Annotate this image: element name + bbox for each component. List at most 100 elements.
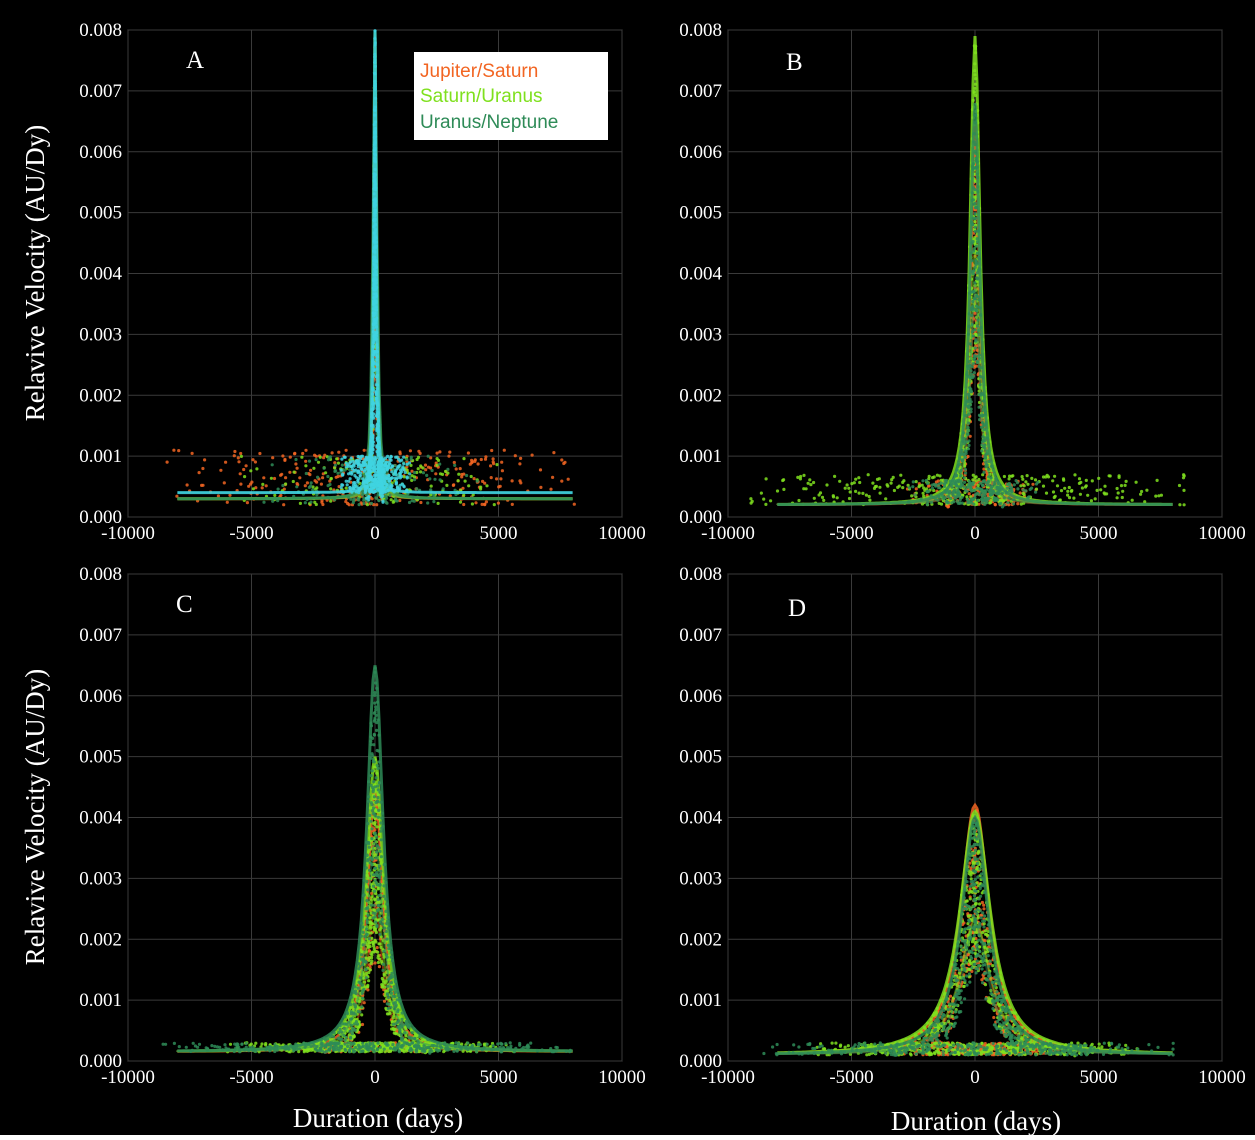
data-point bbox=[371, 408, 374, 411]
data-point bbox=[915, 487, 918, 490]
data-point bbox=[976, 176, 979, 179]
data-point bbox=[1013, 483, 1016, 486]
data-point bbox=[511, 503, 514, 506]
data-point bbox=[465, 474, 468, 477]
data-point bbox=[374, 138, 377, 141]
data-point bbox=[233, 450, 236, 453]
data-point bbox=[359, 474, 362, 477]
data-point bbox=[1117, 491, 1120, 494]
x-tick-label: 5000 bbox=[480, 1067, 518, 1088]
data-point bbox=[249, 469, 252, 472]
data-point bbox=[441, 473, 444, 476]
data-point bbox=[378, 833, 381, 836]
data-point bbox=[539, 486, 542, 489]
data-point bbox=[974, 114, 977, 117]
data-point bbox=[388, 463, 391, 466]
data-point bbox=[373, 211, 376, 214]
data-point bbox=[370, 443, 373, 446]
data-point bbox=[288, 471, 291, 474]
data-point bbox=[990, 465, 993, 468]
data-point bbox=[539, 468, 542, 471]
data-point bbox=[323, 467, 326, 470]
data-point bbox=[983, 406, 986, 409]
data-point bbox=[362, 464, 365, 467]
data-point bbox=[1021, 478, 1024, 481]
data-point bbox=[245, 464, 248, 467]
data-point bbox=[315, 455, 318, 458]
data-point bbox=[821, 496, 824, 499]
data-point bbox=[1121, 490, 1124, 493]
data-point bbox=[915, 480, 918, 483]
data-point bbox=[363, 449, 366, 452]
data-point bbox=[419, 464, 422, 467]
data-point bbox=[381, 459, 384, 462]
data-point bbox=[935, 484, 938, 487]
data-point bbox=[403, 485, 406, 488]
data-point bbox=[186, 483, 189, 486]
data-point bbox=[308, 473, 311, 476]
data-point bbox=[1010, 475, 1013, 478]
data-point bbox=[974, 83, 977, 86]
data-point bbox=[884, 497, 887, 500]
data-point bbox=[373, 334, 376, 337]
data-point bbox=[994, 477, 997, 480]
data-point bbox=[750, 502, 753, 505]
data-point bbox=[374, 88, 377, 91]
data-point bbox=[329, 487, 332, 490]
data-point bbox=[1030, 477, 1033, 480]
data-point bbox=[961, 502, 964, 505]
data-point bbox=[973, 87, 976, 90]
data-point bbox=[994, 503, 997, 506]
data-point bbox=[292, 480, 295, 483]
data-point bbox=[518, 479, 521, 482]
data-point bbox=[373, 37, 376, 40]
data-point bbox=[977, 365, 980, 368]
data-point bbox=[490, 449, 493, 452]
data-point bbox=[966, 433, 969, 436]
y-tick-label: 0.000 bbox=[79, 507, 122, 528]
data-point bbox=[495, 463, 498, 466]
data-point bbox=[1016, 502, 1019, 505]
data-point bbox=[978, 333, 981, 336]
data-point bbox=[365, 458, 368, 461]
data-point bbox=[978, 493, 981, 496]
data-point bbox=[986, 437, 989, 440]
data-point bbox=[464, 480, 467, 483]
data-point bbox=[374, 129, 377, 132]
data-point bbox=[972, 334, 975, 337]
data-point bbox=[796, 476, 799, 479]
data-point bbox=[337, 475, 340, 478]
data-point bbox=[308, 460, 311, 463]
panel-letter-b: B bbox=[786, 49, 803, 76]
data-point bbox=[975, 261, 978, 264]
data-point bbox=[844, 487, 847, 490]
data-point bbox=[336, 472, 339, 475]
data-point bbox=[375, 931, 378, 934]
data-point bbox=[361, 477, 364, 480]
data-point bbox=[967, 422, 970, 425]
data-point bbox=[974, 202, 977, 205]
data-point bbox=[970, 498, 973, 501]
data-point bbox=[912, 480, 915, 483]
data-point bbox=[973, 356, 976, 359]
data-point bbox=[974, 217, 977, 220]
data-point bbox=[422, 471, 425, 474]
data-point bbox=[453, 464, 456, 467]
data-point bbox=[962, 431, 965, 434]
data-point bbox=[966, 405, 969, 408]
data-point bbox=[500, 461, 503, 464]
data-point bbox=[239, 483, 242, 486]
data-point bbox=[926, 503, 929, 506]
data-point bbox=[271, 456, 274, 459]
data-point bbox=[531, 454, 534, 457]
data-point bbox=[973, 90, 976, 93]
data-point bbox=[1029, 488, 1032, 491]
data-point bbox=[373, 183, 376, 186]
data-point bbox=[868, 495, 871, 498]
data-point bbox=[385, 502, 388, 505]
data-point bbox=[938, 474, 941, 477]
data-point bbox=[1001, 492, 1004, 495]
data-point bbox=[972, 99, 975, 102]
data-point bbox=[976, 173, 979, 176]
data-point bbox=[294, 458, 297, 461]
